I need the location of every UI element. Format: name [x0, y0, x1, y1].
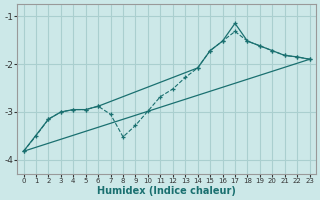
X-axis label: Humidex (Indice chaleur): Humidex (Indice chaleur)	[97, 186, 236, 196]
